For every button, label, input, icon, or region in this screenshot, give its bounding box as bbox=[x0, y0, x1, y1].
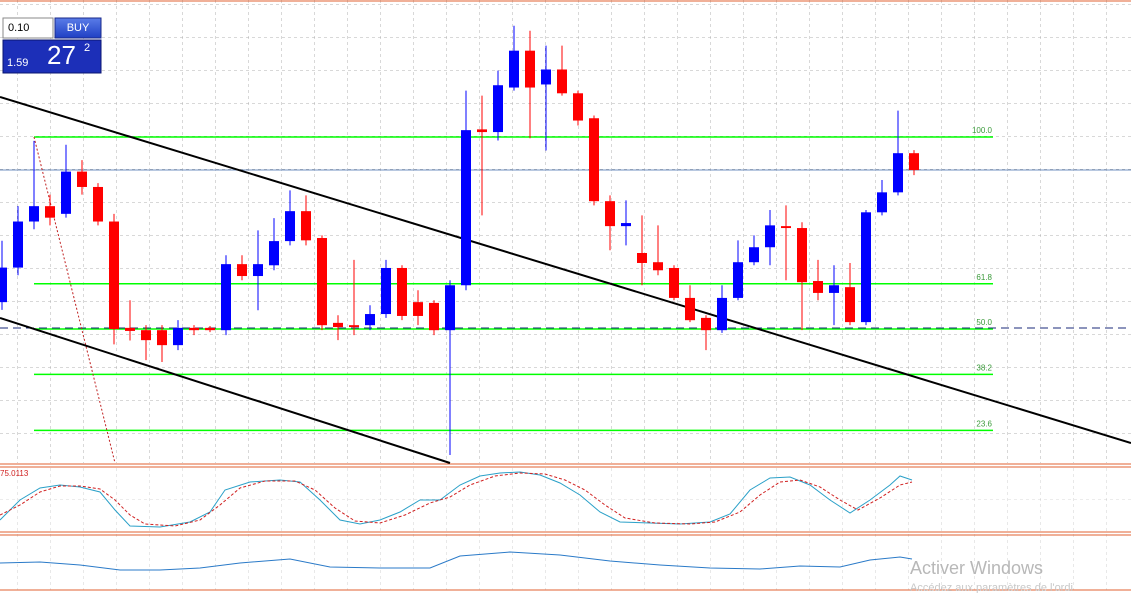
candle-body bbox=[237, 264, 247, 277]
candle-body bbox=[349, 325, 359, 328]
trend-line bbox=[0, 317, 451, 464]
candles bbox=[0, 25, 919, 455]
candle-body bbox=[333, 322, 343, 328]
candle-body bbox=[733, 262, 743, 298]
candle-body bbox=[189, 327, 199, 331]
candle-body bbox=[461, 130, 471, 286]
candle-body bbox=[125, 327, 135, 331]
candle-body bbox=[397, 267, 407, 316]
candle-body bbox=[61, 171, 71, 214]
candle-body bbox=[653, 262, 663, 271]
fibonacci: 100.0 61.8 50.0 38.2 23.6 bbox=[34, 126, 993, 432]
candle-body bbox=[829, 285, 839, 293]
candle-body bbox=[0, 267, 7, 303]
candle-body bbox=[285, 211, 295, 242]
candle-body bbox=[93, 186, 103, 222]
candle-body bbox=[765, 225, 775, 248]
candle-body bbox=[797, 228, 807, 283]
grid-horizontal bbox=[0, 0, 1131, 463]
candle-body bbox=[637, 252, 647, 263]
candle-body bbox=[749, 247, 759, 263]
candle-body bbox=[621, 223, 631, 227]
candle-body bbox=[429, 302, 439, 331]
candle-body bbox=[109, 221, 119, 330]
candle-body bbox=[541, 69, 551, 85]
candle-body bbox=[909, 153, 919, 171]
watermark-subtitle: Accédez aux paramètres de l'ordi bbox=[910, 582, 1073, 593]
candle-body bbox=[381, 267, 391, 315]
candle-body bbox=[717, 297, 727, 331]
stochastic-main bbox=[0, 471, 913, 528]
candle-body bbox=[157, 330, 167, 346]
candle-body bbox=[173, 327, 183, 346]
candle-body bbox=[573, 93, 583, 121]
indicator-label: 75.0113 bbox=[0, 469, 29, 478]
candle-body bbox=[669, 267, 679, 298]
candle-body bbox=[509, 50, 519, 88]
candle-body bbox=[893, 153, 903, 193]
candle-body bbox=[269, 241, 279, 266]
panel-grid bbox=[0, 467, 1131, 532]
candle-body bbox=[525, 50, 535, 88]
candle-body bbox=[493, 85, 503, 133]
candle-body bbox=[221, 264, 231, 331]
candle-body bbox=[29, 206, 39, 222]
candle-body bbox=[685, 297, 695, 321]
candle-body bbox=[253, 264, 263, 277]
trend-line bbox=[0, 96, 1131, 444]
indicator-line bbox=[0, 551, 913, 571]
buy-button[interactable] bbox=[54, 17, 102, 39]
lot-input[interactable] bbox=[2, 17, 54, 39]
fib-label: 23.6 bbox=[976, 419, 992, 428]
candle-body bbox=[605, 201, 615, 227]
quote-panel[interactable] bbox=[2, 39, 102, 74]
candle-body bbox=[301, 211, 311, 241]
price-sup: 2 bbox=[84, 42, 90, 54]
fib-label: 38.2 bbox=[976, 363, 992, 372]
candle-body bbox=[701, 317, 711, 331]
price-prefix: 1.59 bbox=[7, 57, 28, 69]
fib-label: 61.8 bbox=[976, 273, 992, 282]
candle-body bbox=[205, 327, 215, 331]
fib-label: 50.0 bbox=[976, 318, 992, 327]
candle-body bbox=[861, 212, 871, 323]
candle-body bbox=[845, 287, 855, 323]
candle-body bbox=[781, 226, 791, 229]
candle-body bbox=[45, 206, 55, 218]
lot-value: 0.10 bbox=[8, 22, 29, 34]
candle-body bbox=[317, 238, 327, 326]
candle-body bbox=[77, 171, 87, 187]
price-big: 27 bbox=[47, 40, 76, 70]
candle-body bbox=[813, 281, 823, 293]
buy-label: BUY bbox=[67, 22, 90, 34]
candle-body bbox=[557, 69, 567, 94]
candle-body bbox=[589, 118, 599, 202]
candle-body bbox=[477, 129, 487, 133]
candle-body bbox=[141, 330, 151, 341]
stochastic-signal bbox=[0, 472, 913, 527]
candle-body bbox=[445, 285, 455, 331]
fib-label: 100.0 bbox=[972, 126, 993, 135]
candle-body bbox=[13, 221, 23, 268]
watermark-title: Activer Windows bbox=[910, 558, 1043, 578]
candle-body bbox=[877, 192, 887, 213]
candle-body bbox=[413, 302, 423, 316]
candle-body bbox=[365, 314, 375, 326]
